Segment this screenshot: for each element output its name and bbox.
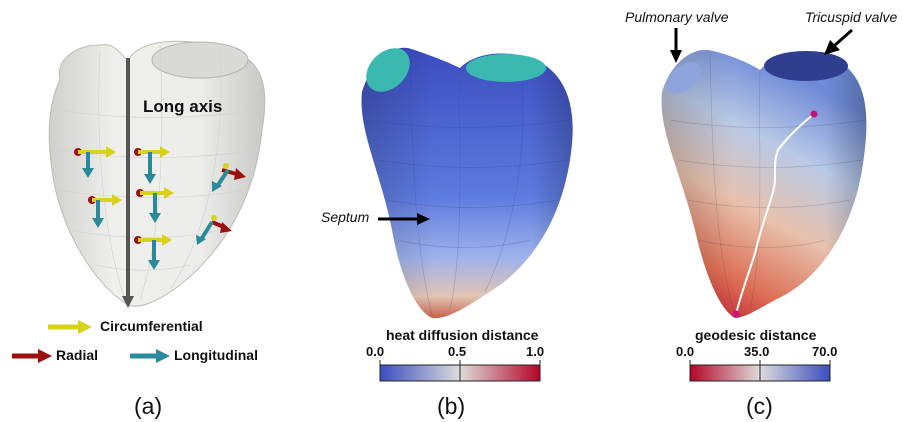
valve-cap-right <box>466 54 546 82</box>
pulmonary-valve-arrow <box>670 28 682 63</box>
legend-longitudinal-arrow <box>130 349 170 363</box>
long-axis-label: Long axis <box>143 97 223 116</box>
caption-b: (b) <box>437 393 466 419</box>
panel-b: Septum heat diffusion distance 0.0 0.5 1… <box>300 0 600 422</box>
tricuspid-valve-label: Tricuspid valve <box>805 9 898 25</box>
path-start-marker <box>810 110 818 118</box>
long-axis-arrowhead <box>122 296 134 308</box>
heat-diffusion-heart <box>361 47 573 382</box>
local-frame-2 <box>88 194 122 228</box>
panel-a: Long axis Circumferential Radial Longitu… <box>0 0 300 422</box>
colorbar-tick-min: 0.0 <box>676 344 695 359</box>
septum-label: Septum <box>321 209 370 225</box>
pulmonary-valve-opening <box>666 62 702 94</box>
local-frame-3 <box>134 146 170 184</box>
colorbar-title: heat diffusion distance <box>386 327 539 343</box>
caption-a: (a) <box>134 393 163 419</box>
panel-c: Pulmonary valve Tricuspid valve geodesic… <box>600 0 903 422</box>
caption-c: (c) <box>746 393 773 419</box>
local-frame-4 <box>136 187 174 223</box>
tricuspid-valve-arrow <box>824 28 853 55</box>
colorbar-tick-mid: 35.0 <box>744 344 770 359</box>
geodesic-heart <box>661 28 867 382</box>
legend-circumferential-arrow <box>48 320 92 334</box>
colorbar-tick-max: 1.0 <box>526 344 545 359</box>
colorbar-tick-min: 0.0 <box>366 344 385 359</box>
pulmonary-valve-label: Pulmonary valve <box>625 9 729 25</box>
heart-surface <box>48 40 266 307</box>
tricuspid-valve-opening <box>764 51 848 81</box>
heart-mesh-illustration <box>12 40 266 363</box>
colorbar-tick-mid: 0.5 <box>448 344 467 359</box>
colorbar-tick-max: 70.0 <box>812 344 838 359</box>
path-end-marker <box>732 310 740 318</box>
legend-circumferential-label: Circumferential <box>100 318 203 334</box>
legend-radial-arrow <box>12 349 52 363</box>
local-frame-5 <box>134 234 172 270</box>
colorbar-title: geodesic distance <box>695 327 817 343</box>
local-frame-6 <box>212 163 246 192</box>
legend-radial-label: Radial <box>56 347 99 363</box>
valve-cap-left <box>366 48 410 92</box>
geodesic-path <box>735 113 815 315</box>
local-frame-7 <box>196 215 232 245</box>
local-frame-1 <box>74 146 116 178</box>
legend-longitudinal-label: Longitudinal <box>174 347 258 363</box>
